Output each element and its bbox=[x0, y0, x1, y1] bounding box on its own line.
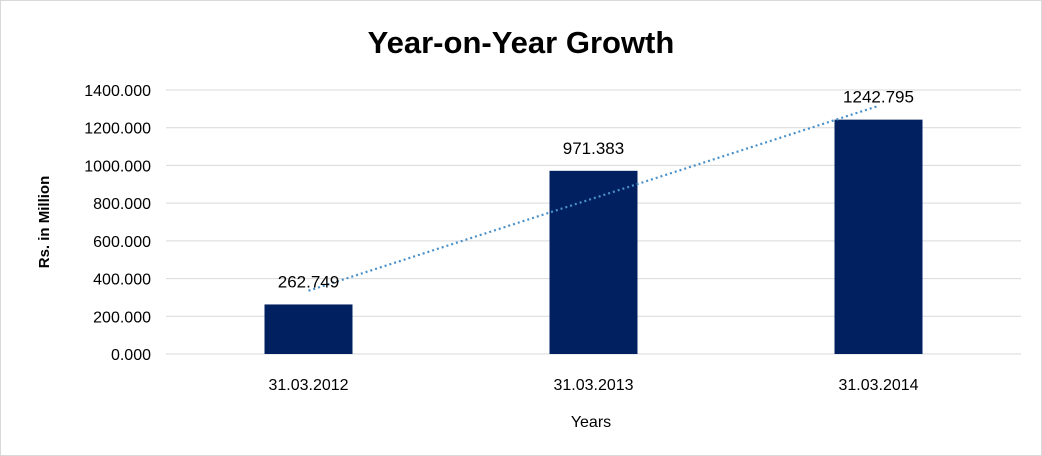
y-axis-label: Rs. in Million bbox=[36, 176, 53, 269]
y-tick-label: 1000.000 bbox=[84, 158, 151, 175]
y-axis-ticks: 0.000 200.000 400.000 600.000 800.000 1000.00… bbox=[84, 83, 151, 364]
x-tick-label: 31.03.2012 bbox=[268, 377, 348, 394]
y-tick-label: 600.000 bbox=[93, 234, 151, 251]
bar bbox=[264, 304, 353, 354]
bar bbox=[834, 119, 923, 354]
data-labels: 262.749 971.383 1242.795 bbox=[278, 88, 914, 292]
y-tick-label: 800.000 bbox=[93, 196, 151, 213]
data-label: 971.383 bbox=[563, 139, 624, 158]
x-axis-ticks: 31.03.2012 31.03.2013 31.03.2014 bbox=[268, 377, 918, 394]
y-tick-label: 400.000 bbox=[93, 272, 151, 289]
x-tick-label: 31.03.2014 bbox=[838, 377, 918, 394]
bars bbox=[264, 119, 923, 354]
data-label: 1242.795 bbox=[843, 88, 914, 107]
x-axis-label: Years bbox=[571, 414, 611, 431]
bar bbox=[549, 170, 638, 354]
data-label: 262.749 bbox=[278, 272, 339, 291]
y-tick-label: 1200.000 bbox=[84, 121, 151, 138]
chart-title: Year-on-Year Growth bbox=[368, 25, 675, 60]
y-tick-label: 200.000 bbox=[93, 309, 151, 326]
y-tick-label: 1400.000 bbox=[84, 83, 151, 100]
y-tick-label: 0.000 bbox=[111, 347, 151, 364]
x-tick-label: 31.03.2013 bbox=[553, 377, 633, 394]
